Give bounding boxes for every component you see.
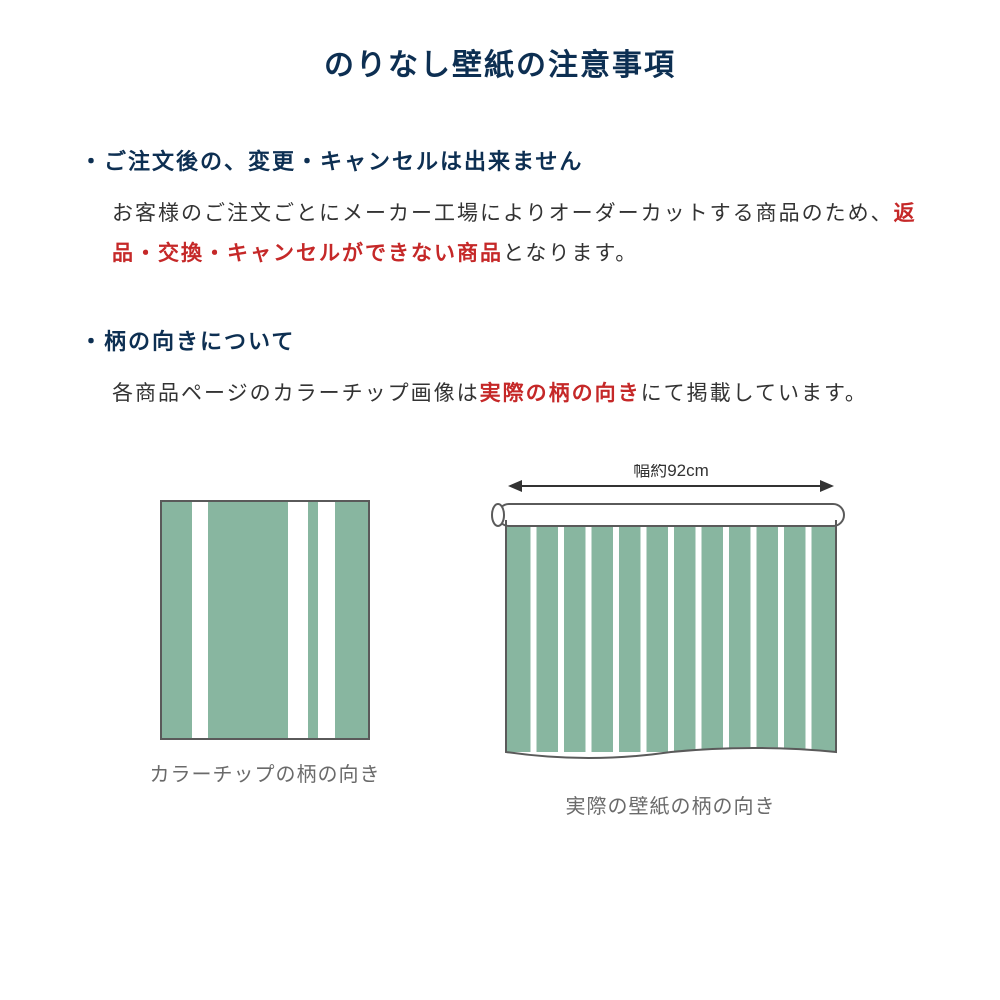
body-text-pre: 各商品ページのカラーチップ画像は xyxy=(112,382,480,405)
color-chip-swatch xyxy=(160,500,370,740)
illustrations-row: カラーチップの柄の向き 幅約92cm 実際の壁紙の柄の向き xyxy=(80,464,920,819)
section-body: 各商品ページのカラーチップ画像は実際の柄の向きにて掲載しています。 xyxy=(80,374,920,414)
color-chip-illustration: カラーチップの柄の向き xyxy=(150,464,381,819)
body-text-post: となります。 xyxy=(503,242,638,265)
section-heading: ・ご注文後の、変更・キャンセルは出来ません xyxy=(80,144,920,176)
wallpaper-roll-swatch xyxy=(491,502,851,772)
section-cancel: ・ご注文後の、変更・キャンセルは出来ません お客様のご注文ごとにメーカー工場によ… xyxy=(80,144,920,274)
section-body: お客様のご注文ごとにメーカー工場によりオーダーカットする商品のため、返品・交換・… xyxy=(80,194,920,274)
emphasis-text: 実際の柄の向き xyxy=(480,382,641,405)
body-text-pre: お客様のご注文ごとにメーカー工場によりオーダーカットする商品のため、 xyxy=(112,202,894,225)
section-heading: ・柄の向きについて xyxy=(80,324,920,356)
section-pattern: ・柄の向きについて 各商品ページのカラーチップ画像は実際の柄の向きにて掲載してい… xyxy=(80,324,920,414)
width-arrow: 幅約92cm xyxy=(506,464,836,494)
wallpaper-roll-illustration: 幅約92cm 実際の壁紙の柄の向き xyxy=(491,464,851,819)
wallpaper-roll-caption: 実際の壁紙の柄の向き xyxy=(566,790,776,819)
page-title: のりなし壁紙の注意事項 xyxy=(80,40,920,84)
color-chip-caption: カラーチップの柄の向き xyxy=(150,758,381,787)
svg-text:幅約92cm: 幅約92cm xyxy=(633,464,709,480)
body-text-post: にて掲載しています。 xyxy=(641,382,868,405)
